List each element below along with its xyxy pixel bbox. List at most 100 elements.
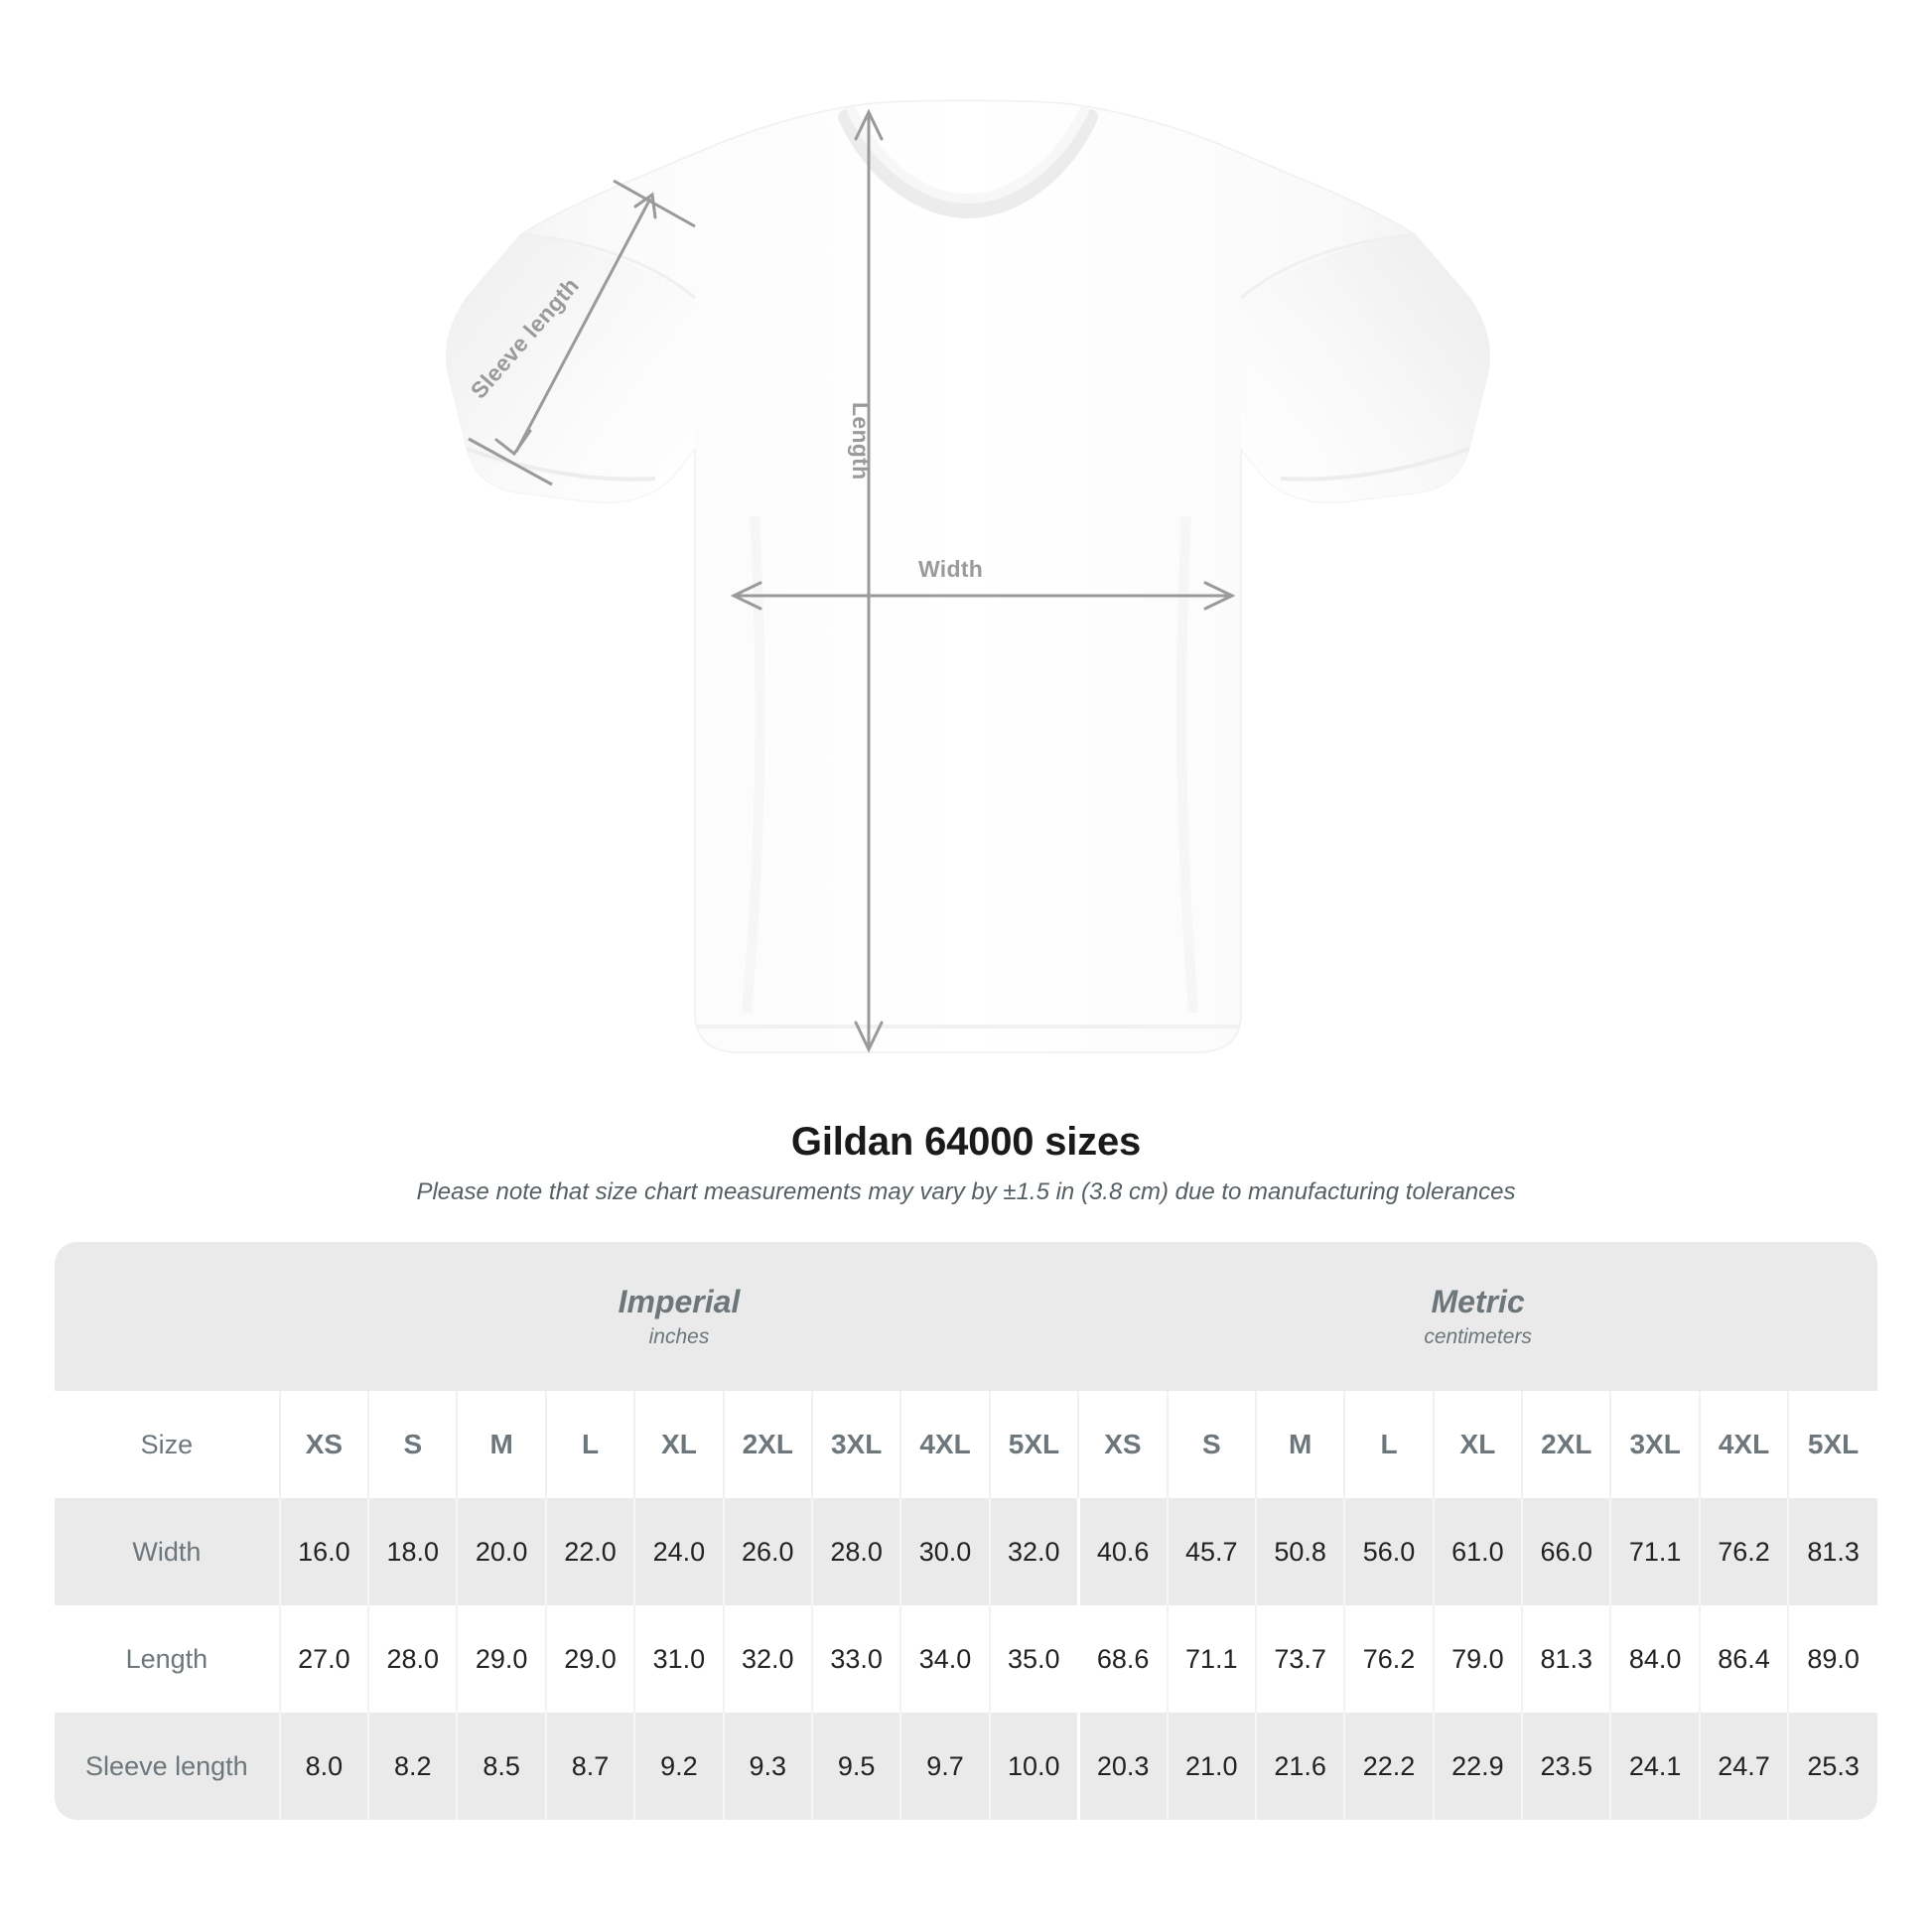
- width-imperial-5xl: 32.0: [988, 1498, 1079, 1605]
- table-row-length: Length 27.0 28.0 29.0 29.0 31.0 32.0 33.…: [55, 1605, 1877, 1713]
- size-table-container: Imperial inches Metric centimeters Size …: [55, 1242, 1877, 1820]
- size-imperial-l: L: [544, 1391, 635, 1498]
- size-table: Imperial inches Metric centimeters Size …: [55, 1242, 1877, 1820]
- tshirt-illustration: [446, 99, 1490, 1053]
- sleeve-imperial-4xl: 9.7: [899, 1713, 990, 1820]
- sleeve-imperial-l: 8.7: [544, 1713, 635, 1820]
- length-imperial-2xl: 32.0: [722, 1605, 812, 1713]
- width-metric-4xl: 76.2: [1698, 1498, 1789, 1605]
- sleeve-imperial-xs: 8.0: [278, 1713, 369, 1820]
- sleeve-metric-l: 22.2: [1343, 1713, 1434, 1820]
- size-metric-s: S: [1166, 1391, 1256, 1498]
- width-metric-5xl: 81.3: [1787, 1498, 1877, 1605]
- unit-group-imperial-name: Imperial: [618, 1283, 741, 1319]
- row-header-length: Length: [55, 1605, 280, 1713]
- size-metric-2xl: 2XL: [1521, 1391, 1611, 1498]
- size-imperial-5xl: 5XL: [988, 1391, 1079, 1498]
- width-imperial-l: 22.0: [544, 1498, 635, 1605]
- length-dimension-label: Length: [848, 402, 874, 481]
- sleeve-metric-xl: 22.9: [1432, 1713, 1523, 1820]
- size-metric-3xl: 3XL: [1609, 1391, 1700, 1498]
- size-imperial-2xl: 2XL: [722, 1391, 812, 1498]
- tolerance-note: Please note that size chart measurements…: [416, 1178, 1516, 1205]
- length-imperial-xs: 27.0: [278, 1605, 369, 1713]
- length-imperial-3xl: 33.0: [810, 1605, 901, 1713]
- size-imperial-m: M: [456, 1391, 546, 1498]
- length-imperial-xl: 31.0: [633, 1605, 724, 1713]
- length-imperial-5xl: 35.0: [988, 1605, 1079, 1713]
- sleeve-metric-xs: 20.3: [1076, 1713, 1168, 1820]
- unit-group-metric: Metric centimeters: [1078, 1242, 1877, 1391]
- unit-header-row: Imperial inches Metric centimeters: [55, 1242, 1877, 1391]
- title-block: Gildan 64000 sizes Please note that size…: [0, 1120, 1932, 1206]
- size-metric-m: M: [1254, 1391, 1345, 1498]
- length-imperial-l: 29.0: [544, 1605, 635, 1713]
- length-metric-s: 71.1: [1166, 1605, 1256, 1713]
- sleeve-imperial-m: 8.5: [456, 1713, 546, 1820]
- size-imperial-3xl: 3XL: [810, 1391, 901, 1498]
- sleeve-metric-4xl: 24.7: [1698, 1713, 1789, 1820]
- size-imperial-4xl: 4XL: [899, 1391, 990, 1498]
- sleeve-imperial-xl: 9.2: [633, 1713, 724, 1820]
- length-imperial-4xl: 34.0: [899, 1605, 990, 1713]
- width-dimension-label: Width: [918, 556, 984, 582]
- sleeve-metric-3xl: 24.1: [1609, 1713, 1700, 1820]
- sleeve-metric-2xl: 23.5: [1521, 1713, 1611, 1820]
- page-title: Gildan 64000 sizes: [790, 1120, 1142, 1164]
- width-metric-xl: 61.0: [1432, 1498, 1523, 1605]
- tshirt-body: [446, 99, 1490, 1053]
- row-header-size: Size: [55, 1391, 280, 1498]
- sleeve-imperial-s: 8.2: [367, 1713, 458, 1820]
- sleeve-metric-m: 21.6: [1254, 1713, 1345, 1820]
- width-imperial-s: 18.0: [367, 1498, 458, 1605]
- length-metric-5xl: 89.0: [1787, 1605, 1877, 1713]
- unit-group-imperial-sub: inches: [648, 1325, 710, 1349]
- width-imperial-2xl: 26.0: [722, 1498, 812, 1605]
- tshirt-diagram: Width Length Sleeve length: [446, 99, 1490, 1053]
- length-metric-xs: 68.6: [1076, 1605, 1168, 1713]
- unit-header-spacer: [55, 1242, 280, 1391]
- table-row-width: Width 16.0 18.0 20.0 22.0 24.0 26.0 28.0…: [55, 1498, 1877, 1605]
- length-metric-4xl: 86.4: [1698, 1605, 1789, 1713]
- unit-group-metric-sub: centimeters: [1424, 1325, 1532, 1349]
- unit-group-imperial: Imperial inches: [279, 1242, 1079, 1391]
- size-metric-xs: XS: [1077, 1391, 1168, 1498]
- sleeve-imperial-3xl: 9.5: [810, 1713, 901, 1820]
- measurement-lines: [468, 108, 1236, 1053]
- length-metric-2xl: 81.3: [1521, 1605, 1611, 1713]
- length-metric-3xl: 84.0: [1609, 1605, 1700, 1713]
- size-metric-5xl: 5XL: [1787, 1391, 1877, 1498]
- sleeve-line: [514, 198, 652, 453]
- width-metric-3xl: 71.1: [1609, 1498, 1700, 1605]
- size-metric-l: L: [1343, 1391, 1434, 1498]
- unit-group-metric-name: Metric: [1431, 1283, 1525, 1319]
- width-imperial-xl: 24.0: [633, 1498, 724, 1605]
- sleeve-imperial-5xl: 10.0: [988, 1713, 1079, 1820]
- size-imperial-s: S: [367, 1391, 458, 1498]
- sleeve-imperial-2xl: 9.3: [722, 1713, 812, 1820]
- width-metric-2xl: 66.0: [1521, 1498, 1611, 1605]
- length-metric-xl: 79.0: [1432, 1605, 1523, 1713]
- length-imperial-s: 28.0: [367, 1605, 458, 1713]
- length-metric-m: 73.7: [1254, 1605, 1345, 1713]
- width-imperial-3xl: 28.0: [810, 1498, 901, 1605]
- size-imperial-xs: XS: [278, 1391, 369, 1498]
- length-metric-l: 76.2: [1343, 1605, 1434, 1713]
- size-metric-xl: XL: [1432, 1391, 1523, 1498]
- sleeve-metric-s: 21.0: [1166, 1713, 1256, 1820]
- table-row-sleeve-length: Sleeve length 8.0 8.2 8.5 8.7 9.2 9.3 9.…: [55, 1713, 1877, 1820]
- size-metric-4xl: 4XL: [1698, 1391, 1789, 1498]
- size-imperial-xl: XL: [633, 1391, 724, 1498]
- width-metric-s: 45.7: [1166, 1498, 1256, 1605]
- row-header-sleeve-length: Sleeve length: [55, 1713, 280, 1820]
- width-metric-m: 50.8: [1254, 1498, 1345, 1605]
- width-imperial-4xl: 30.0: [899, 1498, 990, 1605]
- length-imperial-m: 29.0: [456, 1605, 546, 1713]
- width-metric-xs: 40.6: [1076, 1498, 1168, 1605]
- sleeve-metric-5xl: 25.3: [1787, 1713, 1877, 1820]
- size-header-row: Size XS S M L XL 2XL 3XL 4XL 5XL XS S M …: [55, 1391, 1877, 1498]
- row-header-width: Width: [55, 1498, 280, 1605]
- width-imperial-xs: 16.0: [278, 1498, 369, 1605]
- width-imperial-m: 20.0: [456, 1498, 546, 1605]
